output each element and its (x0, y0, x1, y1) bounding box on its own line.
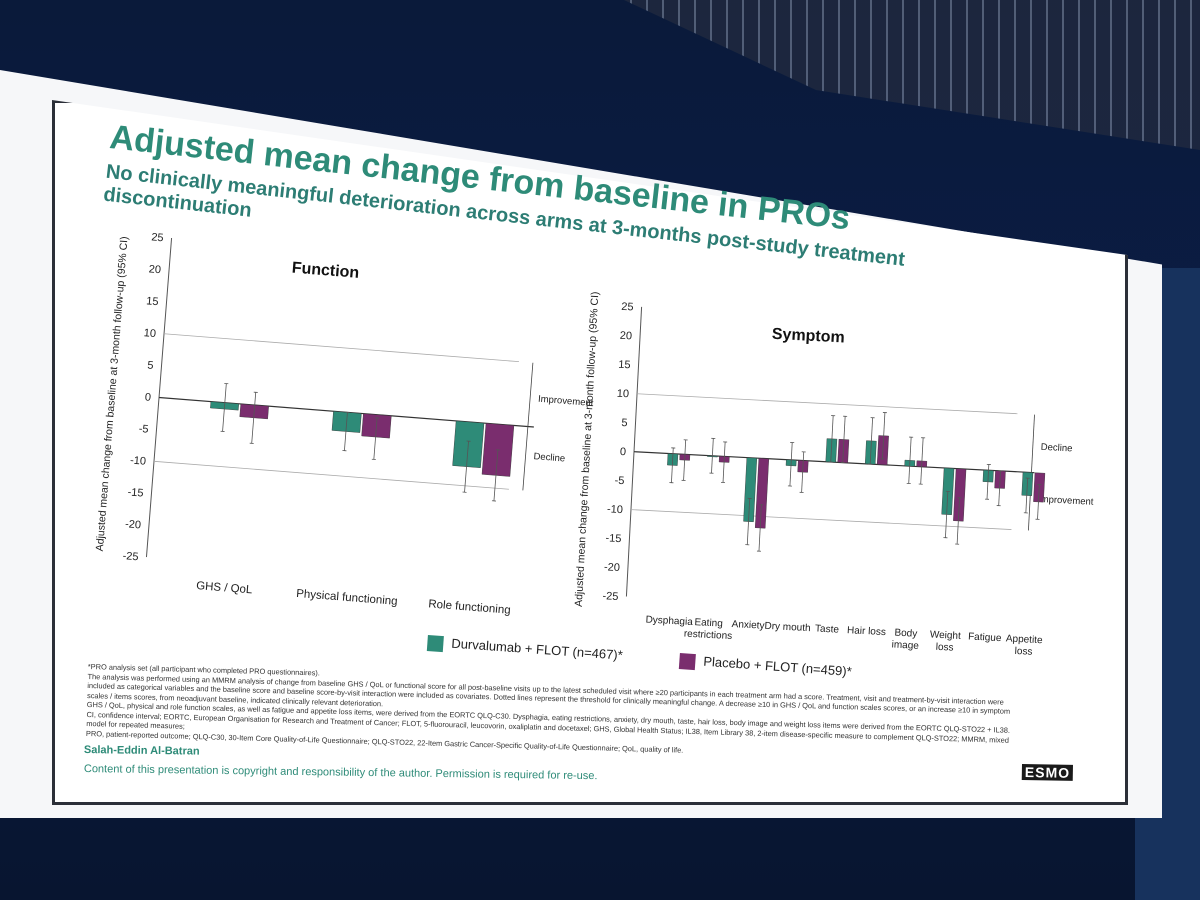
legend-placebo-swatch (678, 652, 696, 670)
error-bar (758, 504, 762, 552)
error-bar (789, 442, 793, 487)
y-tick-label: 25 (621, 301, 634, 314)
author-name: Salah-Eddin Al-Batran (83, 744, 200, 758)
y-tick-label: -10 (130, 454, 147, 467)
y-tick-label: 0 (144, 391, 151, 403)
x-tick-label: Weight (930, 629, 962, 642)
error-bar (869, 417, 874, 465)
x-tick-label: Eating (694, 617, 723, 629)
y-axis (145, 237, 173, 558)
bar (953, 468, 967, 522)
x-tick-label: Dysphagia (645, 615, 693, 628)
y-tick-label: -5 (138, 423, 149, 436)
y-tick-label: -20 (125, 518, 142, 531)
x-tick-label: image (891, 639, 919, 651)
error-bar (373, 417, 378, 460)
y-tick-label: 15 (618, 359, 631, 372)
y-tick-label: -15 (127, 486, 144, 499)
y-tick-label: 25 (151, 231, 164, 244)
esmo-logo: ESMO (1021, 764, 1110, 786)
error-bar (464, 441, 469, 493)
x-tick-label: restrictions (684, 629, 733, 643)
y-tick-label: 15 (146, 295, 159, 308)
error-bar (830, 415, 834, 463)
annotation-lower: Improvement (1038, 494, 1094, 508)
error-bar (882, 412, 886, 459)
threshold-line (164, 333, 519, 363)
x-tick-label: Appetite (1006, 633, 1044, 646)
error-bar (344, 412, 348, 451)
error-bar (1025, 478, 1029, 513)
annotation-lower: Decline (533, 451, 565, 464)
bar (743, 457, 758, 523)
x-tick-label: Taste (815, 623, 840, 635)
error-bar (683, 439, 687, 481)
threshold-line (637, 393, 1018, 415)
error-bar (722, 441, 726, 483)
y-axis-label: Adjusted mean change from baseline at 3-… (94, 236, 131, 552)
y-tick-label: 20 (148, 263, 161, 276)
x-tick-label: loss (936, 642, 954, 654)
logo-mark: ESMO (1021, 764, 1074, 781)
legend-durva-swatch (426, 634, 444, 652)
y-tick-label: 10 (143, 327, 156, 340)
y-tick-label: 5 (621, 417, 628, 429)
y-tick-label: -15 (605, 532, 622, 545)
annotation-upper: Decline (1041, 442, 1073, 455)
error-bar (920, 437, 924, 485)
y-tick-label: -10 (607, 503, 624, 516)
y-tick-label: 0 (620, 446, 627, 458)
y-tick-label: -25 (122, 550, 139, 563)
x-tick-label: Hair loss (847, 625, 886, 638)
error-bar (711, 438, 714, 474)
chart-title: Function (291, 260, 360, 282)
error-bar (801, 451, 805, 493)
y-axis-label: Adjusted mean change from baseline at 3-… (573, 291, 602, 607)
y-tick-label: 20 (619, 330, 632, 343)
x-tick-label: Body (894, 628, 917, 640)
x-tick-label: loss (1014, 646, 1032, 658)
error-bar (956, 497, 960, 545)
annotation-arrow (522, 362, 534, 491)
x-tick-label: Dry mouth (764, 621, 811, 634)
chart-title: Symptom (771, 326, 845, 347)
error-bar (1037, 484, 1040, 520)
threshold-line (630, 509, 1012, 530)
y-tick-label: -5 (614, 475, 624, 487)
x-tick-label: Role functioning (428, 598, 511, 616)
error-bar (746, 498, 751, 545)
bar (754, 458, 770, 529)
error-bar (251, 392, 257, 444)
x-tick-label: GHS / QoL (196, 580, 254, 596)
x-tick-label: Physical functioning (296, 588, 398, 608)
x-tick-label: Fatigue (968, 631, 1002, 644)
error-bar (908, 437, 912, 484)
error-bar (986, 464, 990, 500)
y-tick-label: -25 (602, 590, 619, 603)
y-tick-label: -20 (604, 561, 621, 574)
threshold-line (153, 460, 509, 490)
error-bar (222, 383, 227, 432)
error-bar (493, 449, 499, 501)
x-tick-label: Anxiety (731, 619, 764, 632)
error-bar (671, 447, 674, 483)
error-bar (945, 491, 949, 538)
error-bar (842, 416, 846, 463)
y-tick-label: 5 (147, 360, 154, 372)
annotation-upper: Improvement (538, 394, 594, 409)
error-bar (998, 470, 1001, 506)
y-tick-label: 10 (616, 388, 629, 401)
